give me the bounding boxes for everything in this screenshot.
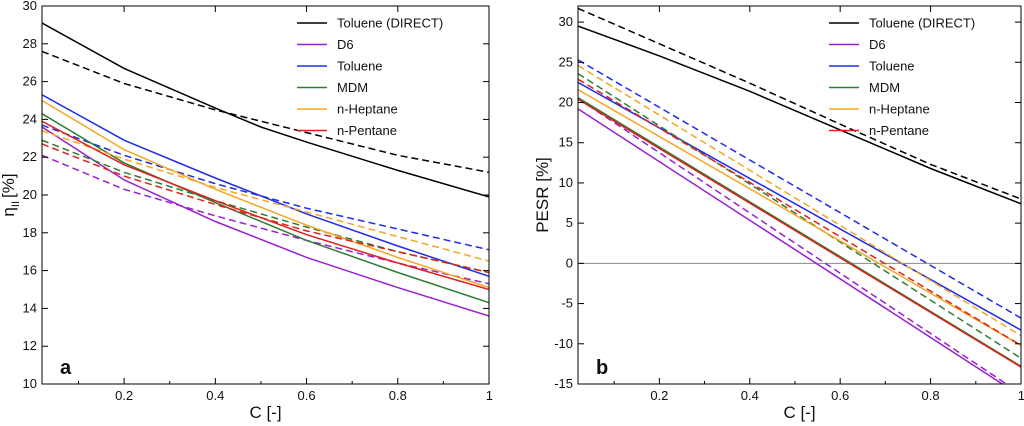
series-line-n-heptane (42, 99, 489, 289)
y-tick-label: 10 (559, 175, 573, 190)
plot-frame (577, 5, 1022, 385)
legend-label: Toluene (DIRECT) (337, 16, 443, 31)
y-tick-label: -15 (554, 376, 573, 391)
series-line-dashed-11 (578, 78, 1021, 347)
series-line-dashed-1 (578, 7, 1021, 200)
y-tick-label: 30 (23, 0, 37, 13)
legend-label: Toluene (DIRECT) (869, 16, 975, 31)
y-tick-label: 26 (23, 74, 37, 89)
x-tick-label: 0.4 (206, 388, 224, 403)
series-line-dashed-7 (42, 139, 489, 274)
series-line-n-pentane (578, 98, 1021, 368)
y-tick-label: 30 (559, 14, 573, 29)
y-tick-label: 25 (559, 54, 573, 69)
x-tick-label: 0.2 (115, 388, 133, 403)
series-line-toluene (42, 94, 489, 278)
series-line-dashed-9 (578, 64, 1021, 337)
panel-label: b (596, 357, 608, 379)
legend-label: Toluene (869, 59, 915, 74)
x-tick-label: 0.2 (650, 388, 668, 403)
x-tick-label: 1 (1018, 388, 1024, 403)
y-tick-label: 16 (23, 263, 37, 278)
y-tick-label: 18 (23, 225, 37, 240)
legend-label: MDM (869, 80, 900, 95)
series-line-d6 (42, 126, 489, 317)
series-line-toluene (578, 81, 1021, 331)
legend-label: MDM (337, 80, 368, 95)
series-line-n-heptane (578, 88, 1021, 347)
series-line-n-pentane (42, 120, 489, 291)
legend-label: D6 (337, 37, 354, 52)
y-tick-label: 20 (23, 187, 37, 202)
legend-label: n-Pentane (337, 123, 397, 138)
y-axis-label-unit: [%] (0, 173, 18, 198)
x-tick-label: 1 (486, 388, 493, 403)
series-line-dashed-11 (42, 143, 489, 274)
x-tick-label: 0.8 (389, 388, 407, 403)
legend: Toluene (DIRECT) D6 Toluene MDM n-Heptane n-P… (829, 16, 975, 138)
panel-a-chart: 0.2 0.4 0.6 0.8 1 10 12 14 16 18 20 22 24 26 28 30 C [-]… (0, 0, 493, 422)
y-tick-label: 5 (566, 215, 573, 230)
panel-label: a (60, 357, 72, 379)
series-line-dashed-9 (42, 129, 489, 262)
series-group (42, 22, 489, 317)
series-group (578, 7, 1021, 384)
y-axis-label-main: PESR [%] (533, 157, 552, 233)
series-line-dashed-1 (42, 50, 489, 174)
x-axis-label: C [-] (783, 403, 815, 422)
legend-label: Toluene (337, 59, 383, 74)
x-tick-label: 0.8 (922, 388, 940, 403)
panel-b-chart: 0.2 0.4 0.6 0.8 1 -15 -10 -5 0 5 10 15 20 25 30 C [-] PE… (533, 5, 1024, 422)
y-tick-label: 14 (23, 300, 37, 315)
y-tick-label: 0 (566, 255, 573, 270)
series-line-toluene-direct (578, 25, 1021, 205)
y-tick-label: 24 (23, 111, 37, 126)
x-tick-label: 0.4 (741, 388, 759, 403)
legend-label: D6 (869, 37, 886, 52)
y-tick-label: 22 (23, 149, 37, 164)
y-tick-label: 10 (23, 376, 37, 391)
y-tick-label: -10 (554, 336, 573, 351)
y-axis-label-subscript: II (10, 201, 22, 207)
y-tick-label: 28 (23, 36, 37, 51)
legend: Toluene (DIRECT) D6 Toluene MDM n-Heptane n-P… (297, 16, 443, 138)
series-line-dashed-3 (42, 154, 489, 285)
plot-frame (41, 5, 490, 385)
series-line-mdm (42, 113, 489, 304)
series-line-d6 (578, 108, 1004, 384)
x-tick-label: 0.6 (298, 388, 316, 403)
y-tick-label: 12 (23, 338, 37, 353)
legend-label: n-Heptane (337, 102, 398, 117)
x-axis-label: C [-] (249, 403, 281, 422)
series-line-mdm (578, 97, 1021, 367)
y-tick-label: 15 (559, 135, 573, 150)
series-line-toluene-direct (42, 22, 489, 198)
legend-label: n-Pentane (869, 123, 929, 138)
x-tick-label: 0.6 (831, 388, 849, 403)
y-tick-label: 20 (559, 95, 573, 110)
y-axis-label-main: η (0, 207, 18, 216)
series-line-dashed-7 (578, 72, 1021, 359)
y-axis-label: ηII [%] (0, 173, 22, 216)
y-tick-label: -5 (561, 296, 573, 311)
legend-label: n-Heptane (869, 102, 930, 117)
y-axis-label: PESR [%] (533, 157, 552, 233)
series-line-dashed-5 (42, 124, 489, 251)
series-line-dashed-3 (578, 97, 1008, 384)
series-line-dashed-5 (578, 59, 1021, 319)
